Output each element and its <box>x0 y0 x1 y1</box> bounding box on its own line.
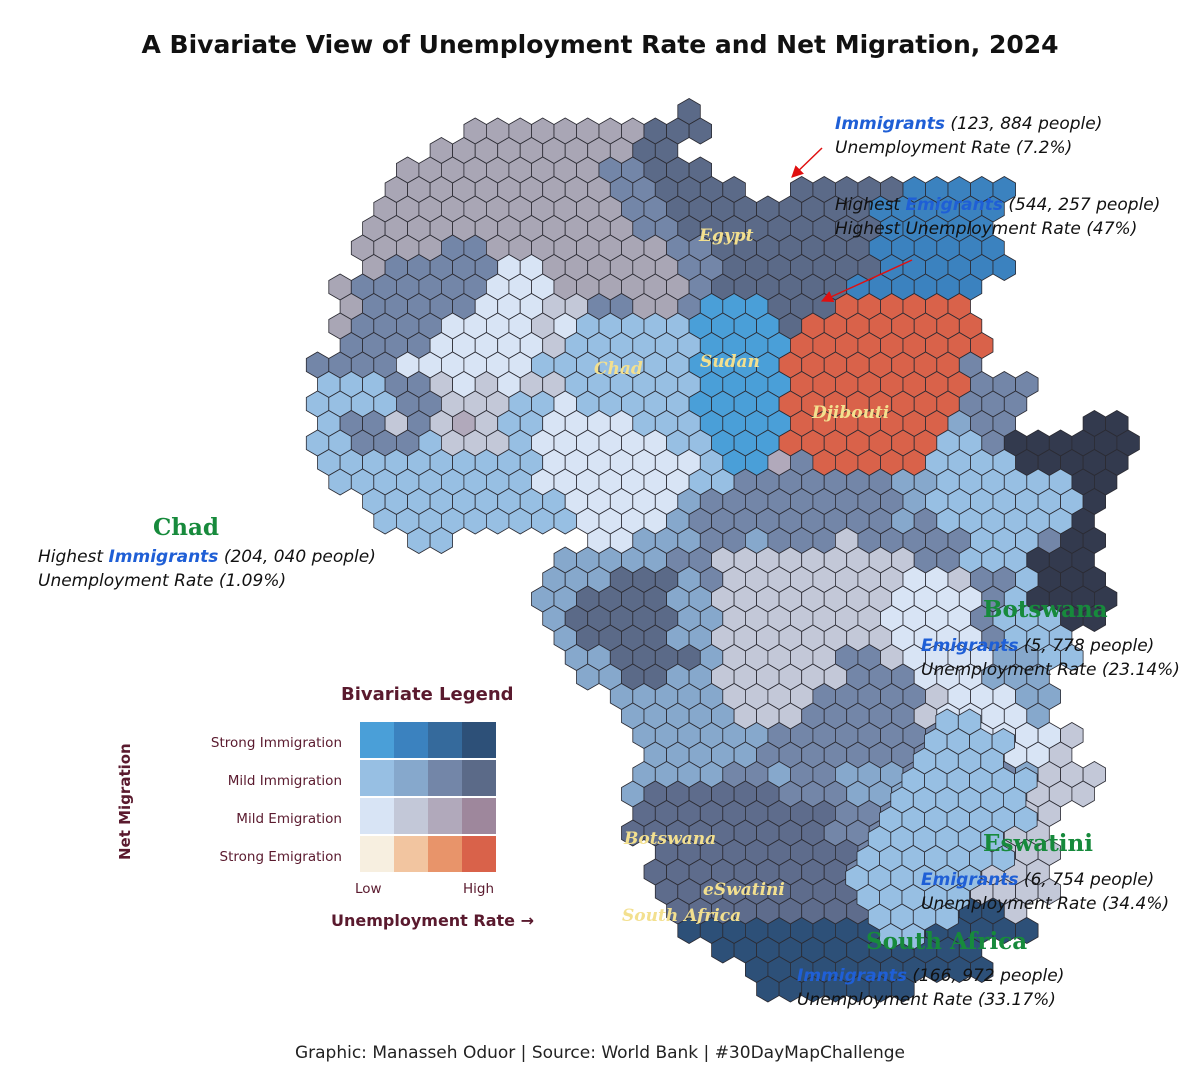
botswana-count: (5, 778 people) <box>1018 636 1155 656</box>
legend-swatch <box>428 760 462 796</box>
hex-cell <box>1071 780 1095 808</box>
label-south-africa: South Africa <box>622 906 742 926</box>
hex-cells-madagascar <box>845 708 1038 950</box>
legend-swatch <box>462 836 496 872</box>
hex-cell <box>1082 605 1106 632</box>
botswana-unemployment: Unemployment Rate (23.14%) <box>921 660 1180 680</box>
egypt-unemployment: Unemployment Rate (7.2%) <box>835 138 1073 158</box>
legend-swatch <box>394 798 428 834</box>
credit-line: Graphic: Manasseh Oduor | Source: World … <box>294 1043 906 1063</box>
legend-swatch <box>462 798 496 834</box>
annotation-sudan: Highest Emigrants (544, 257 people) High… <box>835 193 1160 241</box>
eswatini-unemployment: Unemployment Rate (34.4%) <box>921 894 1170 914</box>
label-botswana: Botswana <box>624 829 717 849</box>
legend-swatch <box>428 836 462 872</box>
hex-cell <box>901 923 925 950</box>
legend-title: Bivariate Legend <box>341 684 514 705</box>
annotation-botswana: Emigrants (5, 778 people) Unemployment R… <box>921 634 1180 682</box>
egypt-arrow <box>791 147 823 178</box>
annotation-south-africa: Immigrants (166, 972 people) Unemploymen… <box>797 964 1064 1012</box>
chad-count: (204, 040 people) <box>218 547 376 567</box>
label-djibouti: Djibouti <box>812 403 890 423</box>
chad-highlight: Immigrants <box>108 547 219 567</box>
legend-swatch <box>462 722 496 758</box>
eswatini-annotation-title: Eswatini <box>983 830 1094 857</box>
hex-cell <box>991 845 1015 872</box>
label-egypt: Egypt <box>699 226 754 246</box>
legend-x-low: Low <box>355 881 382 897</box>
sudan-unemployment: Highest Unemployment Rate (47%) <box>835 219 1138 239</box>
south-africa-unemployment: Unemployment Rate (33.17%) <box>797 990 1056 1010</box>
hex-cell <box>1037 878 1061 905</box>
south-africa-count: (166, 972 people) <box>906 966 1065 986</box>
legend-swatch <box>360 760 394 796</box>
south-africa-annotation-title: South Africa <box>866 928 1028 955</box>
sudan-count: (544, 257 people) <box>1003 195 1161 215</box>
annotation-eswatini: Emigrants (6, 754 people) Unemployment R… <box>921 868 1169 916</box>
legend-swatch <box>428 798 462 834</box>
hex-cell <box>1014 806 1038 833</box>
hex-cell <box>688 117 712 145</box>
legend-swatch <box>394 760 428 796</box>
hex-cell <box>429 527 454 554</box>
legend-x-high: High <box>463 881 495 897</box>
label-eswatini: eSwatini <box>703 880 785 900</box>
legend-x-axis-label: Unemployment Rate → <box>331 911 534 930</box>
hex-cell <box>1060 644 1084 671</box>
legend-swatch <box>428 722 462 758</box>
hex-cell <box>992 254 1016 281</box>
south-africa-highlight: Immigrants <box>797 966 907 986</box>
legend-swatch <box>360 836 394 872</box>
label-sudan: Sudan <box>700 352 760 372</box>
legend-swatch <box>394 722 428 758</box>
legend-row-strong-emigration: Strong Emigration <box>219 849 342 865</box>
egypt-count: (123, 884 people) <box>944 114 1103 134</box>
chad-unemployment: Unemployment Rate (1.09%) <box>38 571 287 591</box>
legend-y-axis-label: Net Migration <box>116 743 134 860</box>
sudan-prefix: Highest <box>835 195 906 215</box>
annotation-egypt: Immigrants (123, 884 people) Unemploymen… <box>835 112 1102 160</box>
hex-cell <box>935 903 959 931</box>
hex-cell <box>1015 917 1039 944</box>
botswana-annotation-title: Botswana <box>983 596 1108 623</box>
legend-row-mild-immigration: Mild Immigration <box>227 773 342 789</box>
hex-cell <box>891 975 915 1003</box>
legend-row-strong-immigration: Strong Immigration <box>210 735 342 751</box>
legend-row-mild-emigration: Mild Emigration <box>236 811 342 827</box>
botswana-highlight: Emigrants <box>921 636 1019 656</box>
chad-annotation-title: Chad <box>153 514 220 541</box>
hex-cell <box>970 956 994 983</box>
chart-title: A Bivariate View of Unemployment Rate an… <box>141 30 1059 59</box>
chad-prefix: Highest <box>38 547 109 567</box>
sudan-arrow <box>820 259 913 302</box>
annotation-chad: Highest Immigrants (204, 040 people) Une… <box>38 545 376 593</box>
legend-swatch <box>360 798 394 834</box>
legend-swatch <box>462 760 496 796</box>
label-chad: Chad <box>594 359 643 379</box>
sudan-highlight: Emigrants <box>905 195 1003 215</box>
eswatini-highlight: Emigrants <box>921 870 1019 890</box>
eswatini-count: (6, 754 people) <box>1018 870 1155 890</box>
egypt-highlight: Immigrants <box>835 114 945 134</box>
legend-swatch <box>394 836 428 872</box>
legend-swatch <box>360 722 394 758</box>
